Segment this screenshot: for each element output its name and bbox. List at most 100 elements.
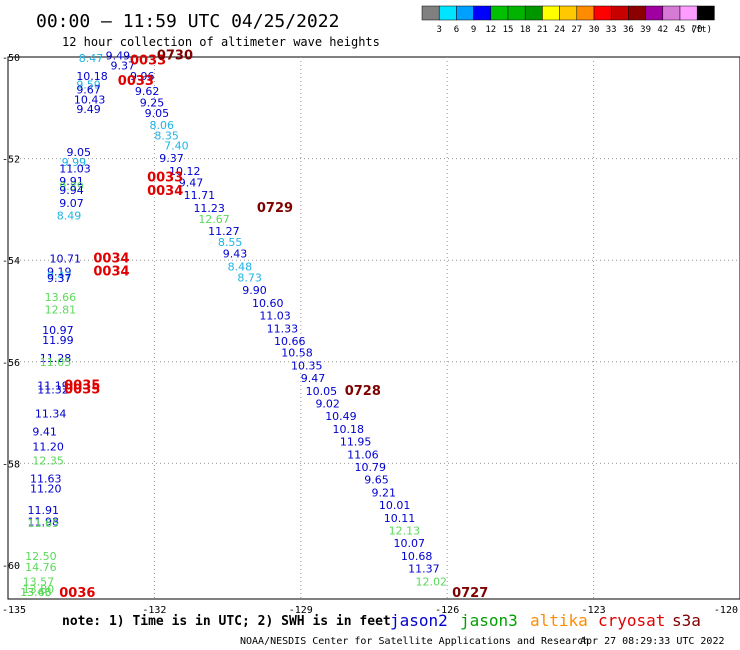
wave-height-label: 9.05 xyxy=(145,107,170,120)
wave-height-label: 11.06 xyxy=(347,448,379,461)
color-scale-swatch xyxy=(559,5,578,21)
x-tick-label: -129 xyxy=(289,605,313,616)
wave-height-label: 9.67 xyxy=(76,84,101,97)
color-scale-swatch xyxy=(421,5,440,21)
wave-height-label: 9.37 xyxy=(110,60,135,73)
wave-height-label: 9.49 xyxy=(76,103,101,116)
color-scale-swatch xyxy=(645,5,664,21)
color-scale-swatch xyxy=(679,5,698,21)
wave-height-label: 11.19 xyxy=(37,380,69,393)
wave-height-label: 11.32 xyxy=(37,383,69,396)
wave-height-label: 10.79 xyxy=(354,461,386,474)
wave-height-label: 9.59 xyxy=(76,78,101,91)
color-scale-label: 70 xyxy=(692,25,703,35)
wave-height-label: 11.28 xyxy=(40,352,72,365)
wave-height-label: 11.27 xyxy=(208,225,240,238)
wave-height-label: 9.21 xyxy=(372,486,397,499)
wave-height-label: 12.02 xyxy=(415,575,447,588)
wave-height-label: 7.40 xyxy=(164,139,189,152)
wave-height-label: 9.49 xyxy=(106,50,131,63)
wave-height-label: 10.12 xyxy=(169,165,201,178)
wave-height-label: 11.37 xyxy=(408,563,440,576)
wave-height-label: 11.91 xyxy=(28,504,60,517)
wave-height-label: 11.98 xyxy=(28,515,60,528)
wave-height-label: 9.19 xyxy=(47,265,72,278)
wave-height-label: 12.67 xyxy=(198,213,230,226)
wave-height-label: 13.57 xyxy=(23,575,55,588)
wave-height-label: 10.60 xyxy=(252,297,284,310)
wave-height-label: 8.55 xyxy=(218,236,243,249)
wave-height-label: 11.23 xyxy=(193,202,225,215)
legend-jason2: jason2 xyxy=(390,611,448,630)
color-scale-label: 12 xyxy=(485,25,496,35)
pass-time-label: 0727 xyxy=(452,586,488,601)
wave-height-label: 8.49 xyxy=(57,210,82,223)
color-scale-swatch xyxy=(610,5,629,21)
wave-height-label: 10.97 xyxy=(42,324,74,337)
color-scale-label: (ft) xyxy=(690,25,712,35)
color-scale-label: 6 xyxy=(454,25,459,35)
legend-s3a: s3a xyxy=(672,611,701,630)
wave-height-label: 9.07 xyxy=(59,197,84,210)
map-title: 00:00 – 11:59 UTC 04/25/2022 xyxy=(36,11,339,32)
x-tick-label: -123 xyxy=(582,605,606,616)
satellite-legend: jason2 jason3 altika cryosat s3a xyxy=(390,611,701,630)
wave-height-label: 13.46 xyxy=(20,586,52,599)
color-scale-swatch xyxy=(696,5,715,21)
wave-height-label: 11.63 xyxy=(30,473,62,486)
color-scale-label: 3 xyxy=(436,25,441,35)
wave-height-label: 10.49 xyxy=(325,410,357,423)
wave-height-label: 9.62 xyxy=(135,85,160,98)
x-tick-label: -132 xyxy=(142,605,166,616)
color-scale-swatch xyxy=(507,5,526,21)
wave-height-label: 11.65 xyxy=(28,517,60,530)
wave-height-label: 10.18 xyxy=(333,423,365,436)
wave-height-label: 9.94 xyxy=(59,184,84,197)
wave-height-label: 10.11 xyxy=(384,512,416,525)
color-scale-label: 18 xyxy=(520,25,531,35)
wave-height-label: 9.96 xyxy=(130,70,155,83)
wave-height-label: 9.47 xyxy=(47,270,72,283)
legend-cryosat: cryosat xyxy=(598,611,665,630)
wave-height-points: 8.47 9.499.3710.189.599.6710.439.499.969.… xyxy=(20,50,447,599)
wave-height-label: 9.65 xyxy=(364,474,389,487)
wave-height-label: 9.41 xyxy=(32,425,57,438)
wave-height-label: 9.37 xyxy=(159,152,184,165)
color-scale-label: 27 xyxy=(571,25,582,35)
wave-height-label: 10.01 xyxy=(379,499,411,512)
color-scale-label: 15 xyxy=(503,25,514,35)
pass-time-label: 0033 xyxy=(130,54,166,69)
color-scale-swatch xyxy=(576,5,595,21)
pass-time-label: 0034 xyxy=(93,252,129,267)
wave-height-label: 10.58 xyxy=(281,347,313,360)
color-scale-swatch xyxy=(593,5,612,21)
wave-height-label: 8.47 xyxy=(79,52,104,65)
color-scale-label: 42 xyxy=(657,25,668,35)
wave-height-label: 9.25 xyxy=(140,96,165,109)
pass-time-labels: 0033073000330033003407290034003400350035… xyxy=(59,49,488,601)
wave-height-label: 13.66 xyxy=(45,291,77,304)
color-scale-swatch xyxy=(490,5,509,21)
timestamp-text: Apr 27 08:29:33 UTC 2022 xyxy=(580,636,725,647)
x-tick-label: -135 xyxy=(2,605,26,616)
wave-height-label: 10.68 xyxy=(401,550,433,563)
color-scale: 3 6 9 12 15 18 21 24 27 30 33 36 39 42 45 70(ft) xyxy=(421,5,715,35)
wave-height-label: 9.89 xyxy=(59,180,84,193)
pass-time-label: 0036 xyxy=(59,586,95,601)
wave-height-label: 8.35 xyxy=(154,129,179,142)
y-tick-label: -50 xyxy=(2,53,20,64)
color-scale-label: 9 xyxy=(471,25,476,35)
wave-height-label: 11.95 xyxy=(340,436,372,449)
wave-height-label: 12.35 xyxy=(32,454,64,467)
color-scale-label: 33 xyxy=(606,25,617,35)
pass-time-label: 0034 xyxy=(93,264,129,279)
wave-height-label: 9.47 xyxy=(301,372,326,385)
wave-height-label: 10.07 xyxy=(394,537,426,550)
color-scale-swatch xyxy=(438,5,457,21)
color-scale-label: 45 xyxy=(675,25,686,35)
wave-height-label: 8.73 xyxy=(237,272,261,285)
y-tick-label: -56 xyxy=(2,358,20,369)
pass-time-label: 0034 xyxy=(147,184,183,199)
wave-height-label: 9.90 xyxy=(242,284,266,297)
plot-frame xyxy=(7,56,740,600)
